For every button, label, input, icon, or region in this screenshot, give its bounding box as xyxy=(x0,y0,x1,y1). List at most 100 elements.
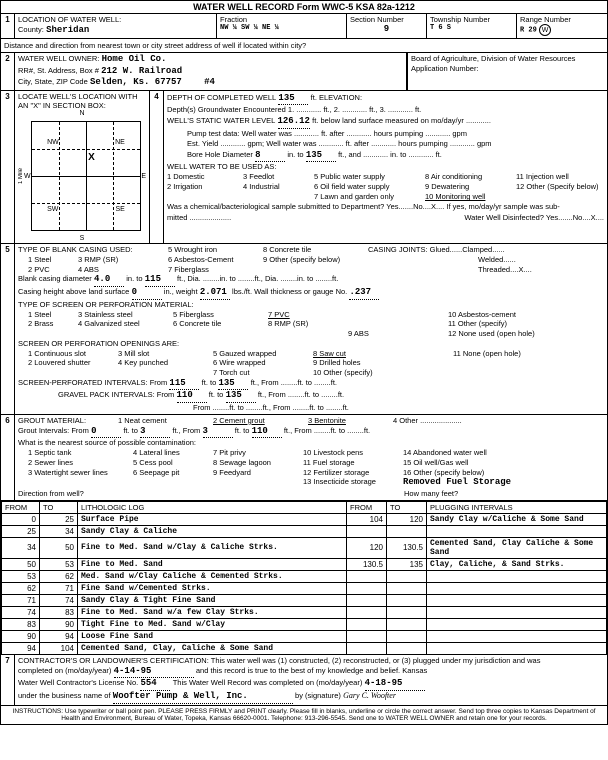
log-h3: LITHOLOGIC LOG xyxy=(78,501,347,513)
p6: 6 Seepage pit xyxy=(133,468,213,478)
gpi-to: ft. to xyxy=(209,390,224,399)
table-cell: 50 xyxy=(40,537,78,558)
table-cell xyxy=(387,642,427,654)
c4: 4 ABS xyxy=(78,265,168,275)
p10: 10 Livestock pens xyxy=(303,448,403,458)
owner: Home Oil Co. xyxy=(102,54,167,64)
table-cell: 94 xyxy=(40,630,78,642)
table-cell: Cemented Sand, Clay Caliche & Some Sand xyxy=(427,537,607,558)
s2-title: WATER WELL OWNER: xyxy=(18,54,99,63)
o9: 9 Drilled holes xyxy=(313,358,361,368)
table-cell xyxy=(347,630,387,642)
s7-text: CONTRACTOR'S OR LANDOWNER'S CERTIFICATIO… xyxy=(18,656,604,666)
instructions: INSTRUCTIONS: Use typewriter or ball poi… xyxy=(1,706,607,724)
table-cell: 62 xyxy=(2,582,40,594)
csz-lbl: City, State, ZIP Code xyxy=(18,77,88,86)
sc9: 9 ABS xyxy=(348,329,448,339)
s4-title: DEPTH OF COMPLETED WELL xyxy=(167,93,276,102)
table-cell xyxy=(427,606,607,618)
p13: 13 Insecticide storage xyxy=(303,477,403,487)
sc1: 1 Steel xyxy=(18,310,78,320)
dir: Direction from well? xyxy=(18,489,404,499)
o7: 7 Torch cut xyxy=(213,368,313,378)
spi1: 115 xyxy=(169,378,199,391)
table-cell: 104 xyxy=(40,642,78,654)
table-row: 7483Fine to Med. Sand w/a few Clay Strks… xyxy=(2,606,607,618)
table-cell xyxy=(347,642,387,654)
o10: 10 Other (specify) xyxy=(313,368,373,378)
elev: ft. ELEVATION: xyxy=(311,93,362,102)
table-cell: 120 xyxy=(347,537,387,558)
comp-lbl: completed on (mo/day/year) xyxy=(18,666,111,675)
g3: 3 Bentonite xyxy=(308,416,393,426)
p2: 2 Sewer lines xyxy=(28,458,133,468)
table-cell: 71 xyxy=(40,582,78,594)
s1-title: LOCATION OF WATER WELL: xyxy=(18,15,121,24)
s6-title: GROUT MATERIAL: xyxy=(18,416,118,426)
cht-sfx2: lbs./ft. Wall thickness or gauge No. xyxy=(232,287,347,296)
township: T 6 S xyxy=(430,24,513,32)
table-cell xyxy=(347,606,387,618)
bore-sfx2: ft., and ............ in. to ...........… xyxy=(338,150,442,159)
p12: 12 Fertilizer storage xyxy=(303,468,403,478)
o1: 1 Continuous slot xyxy=(18,349,118,359)
table-cell xyxy=(387,570,427,582)
table-row: 7174Sandy Clay & Tight Fine Sand xyxy=(2,594,607,606)
county: Sheridan xyxy=(46,25,89,35)
mitted: mitted .................... xyxy=(167,213,231,223)
table-row: 3450Fine to Med. Sand w/Clay & Caliche S… xyxy=(2,537,607,558)
table-cell: 90 xyxy=(2,630,40,642)
s-lbl: S xyxy=(18,235,146,242)
table-cell: Fine to Med. Sand xyxy=(78,558,347,570)
table-cell xyxy=(347,618,387,630)
section-7: 7 CONTRACTOR'S OR LANDOWNER'S CERTIFICAT… xyxy=(1,655,607,706)
log-h1: FROM xyxy=(2,501,40,513)
spi-lbl: SCREEN-PERFORATED INTERVALS: From xyxy=(18,378,167,387)
use6: 6 Oil field water supply xyxy=(314,182,419,192)
table-cell: 34 xyxy=(2,537,40,558)
range: R 29 xyxy=(520,27,537,35)
gi3: 3 xyxy=(203,426,233,439)
c2: 2 PVC xyxy=(18,265,78,275)
bcd-sfx: ft., Dia. ........in. to ........ft., Di… xyxy=(177,274,338,283)
table-cell xyxy=(427,582,607,594)
gpi1: 110 xyxy=(177,390,207,403)
table-row: 6271Fine Sand w/Cemented Strks. xyxy=(2,582,607,594)
spi-sfx: ft., From ........ft. to ........ft. xyxy=(251,378,337,387)
table-cell: 0 xyxy=(2,513,40,525)
static-lbl: WELL'S STATIC WATER LEVEL xyxy=(167,116,275,125)
form-header: WATER WELL RECORD Form WWC-5 KSA 82a-121… xyxy=(1,1,607,14)
p1: 1 Septic tank xyxy=(28,448,133,458)
s3-title: LOCATE WELL'S LOCATION WITH AN "X" IN SE… xyxy=(18,92,146,110)
table-cell xyxy=(387,582,427,594)
cht-g: .237 xyxy=(349,287,379,300)
lic-lbl: Water Well Contractor's License No. xyxy=(18,678,138,687)
table-cell xyxy=(387,630,427,642)
o11: 11 None (open hole) xyxy=(453,349,521,359)
well-num: #4 xyxy=(204,77,215,87)
table-cell: 104 xyxy=(347,513,387,525)
sc4: 4 Galvanized steel xyxy=(78,319,173,329)
table-cell: 53 xyxy=(2,570,40,582)
use2: 2 Irrigation xyxy=(167,182,237,192)
gi-sfx: ft., From ........ft. to ........ft. xyxy=(284,426,370,435)
use9: 9 Dewatering xyxy=(425,182,510,192)
table-row: 2534Sandy Clay & Caliche xyxy=(2,525,607,537)
o8: 8 Saw cut xyxy=(313,349,393,359)
p4: 4 Lateral lines xyxy=(133,448,213,458)
bcd-to: in. to xyxy=(126,274,142,283)
static-sfx: ft. below land surface measured on mo/da… xyxy=(312,116,491,125)
table-cell xyxy=(387,525,427,537)
log-h2: TO xyxy=(40,501,78,513)
p14: 14 Abandoned water well xyxy=(403,448,511,458)
use10: 10 Monitoring well xyxy=(425,192,510,202)
table-cell xyxy=(427,630,607,642)
c6: 6 Asbestos-Cement xyxy=(168,255,263,265)
p7: 7 Pit privy xyxy=(213,448,303,458)
section-3-4: 3 LOCATE WELL'S LOCATION WITH AN "X" IN … xyxy=(1,91,607,244)
use4: 4 Industrial xyxy=(243,182,308,192)
gpi-lbl2: From ........ft. to ........ft., From ..… xyxy=(18,403,604,413)
table-cell: Tight Fine to Med. Sand w/Clay xyxy=(78,618,347,630)
bore1: 8 xyxy=(255,149,285,162)
board: Board of Agriculture, Division of Water … xyxy=(411,54,604,64)
